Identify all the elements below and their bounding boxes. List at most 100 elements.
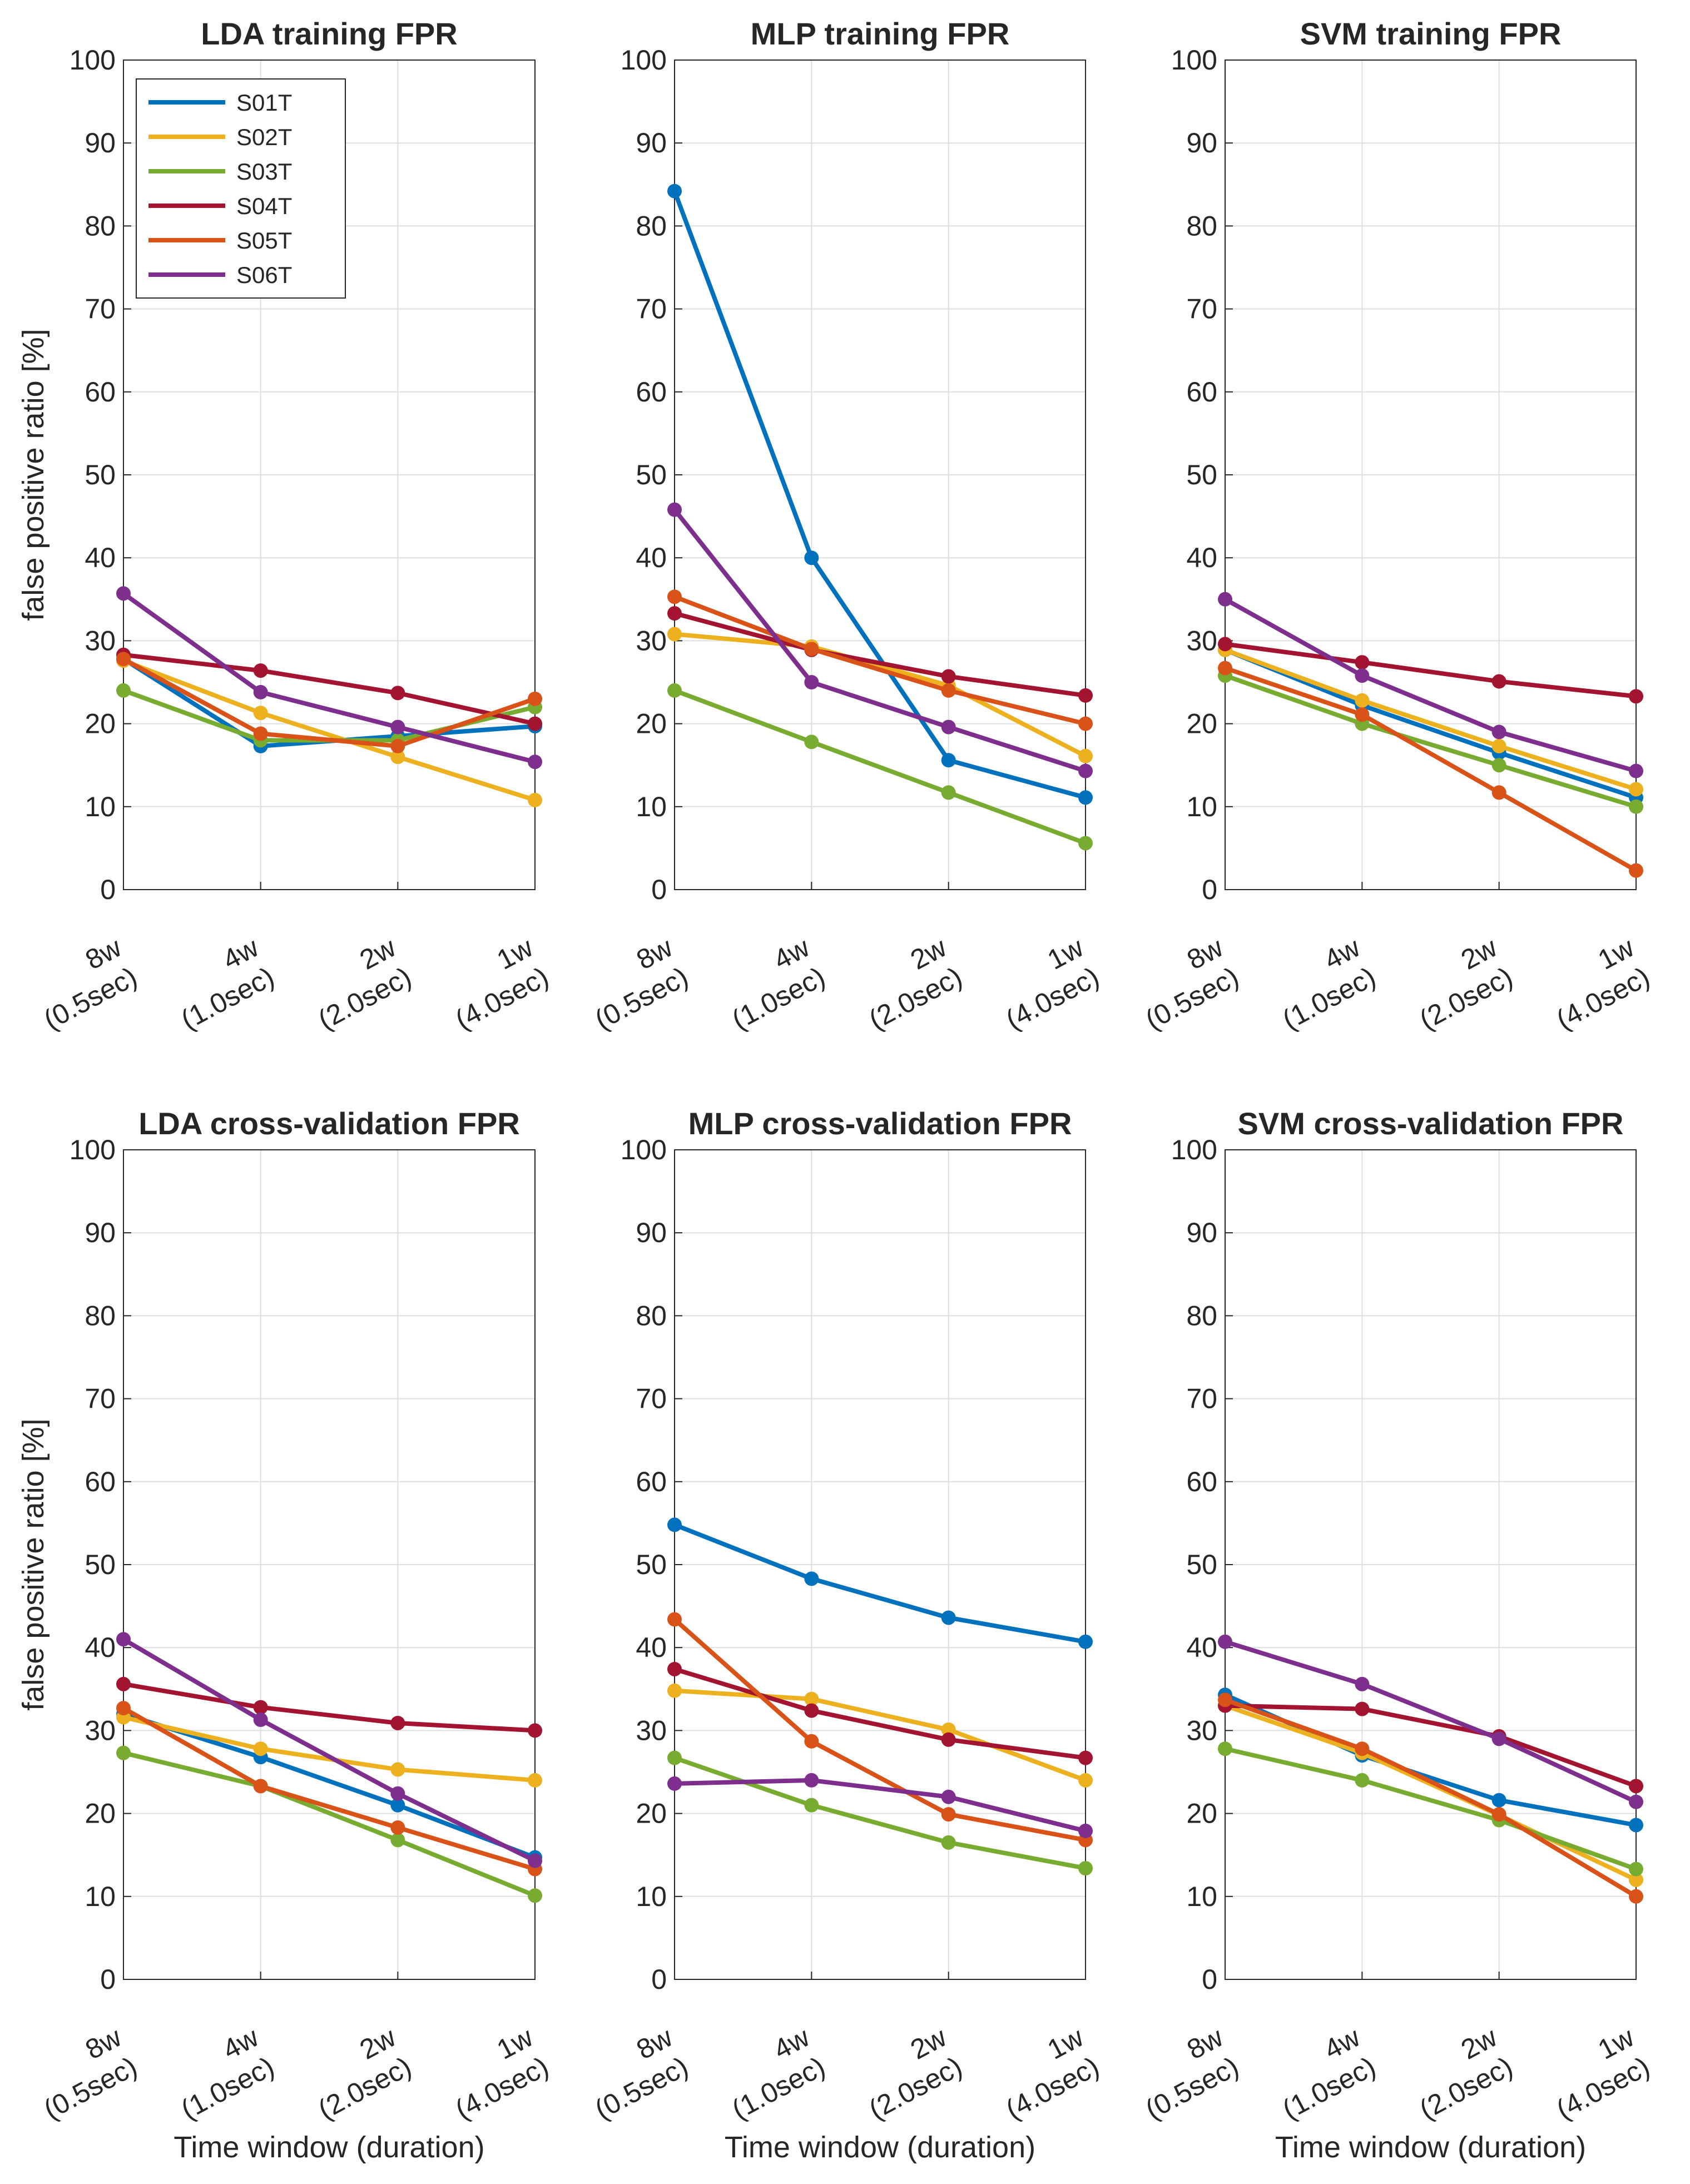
data-point-s05t [1629,1889,1643,1904]
series-line-s03t [1224,673,1637,809]
data-point-s02t [528,792,542,807]
y-tick-label: 50 [1186,1549,1217,1580]
y-tick-label: 40 [85,542,116,573]
y-tick-label: 50 [85,1549,116,1580]
data-point-s06t [528,755,542,770]
y-tick-label: 20 [85,1798,116,1829]
data-point-s06t [1629,763,1643,778]
series-line-s01t [1224,648,1637,800]
data-point-s01t [1078,1634,1093,1649]
data-point-s02t [253,706,268,721]
legend-label-s06t: S06T [236,262,292,288]
data-point-s02t [804,1691,819,1706]
series-line-s01t [672,190,1087,800]
data-point-s04t [390,686,405,701]
axes-box [123,59,536,890]
series-line-s03t [123,1750,536,1898]
chart-lda-cross-validation-fpr: 01020304050607080901008w(0.5sec)4w(1.0se… [17,1106,553,2164]
y-tick-label: 50 [1186,459,1217,490]
data-point-s02t [390,1762,405,1777]
y-tick-label: 0 [100,874,116,905]
series-line-s06t [672,508,1087,773]
data-point-s02t [1629,782,1643,797]
chart-mlp-training-fpr: 01020304050607080901008w(0.5sec)4w(1.0se… [590,16,1104,1035]
data-point-s03t [1629,799,1643,814]
series-line-s02t [674,1688,1087,1783]
y-axis-label: false positive ratio [%] [17,329,50,621]
data-point-s04t [1629,1779,1643,1794]
data-point-s01t [941,753,956,768]
data-point-s06t [1355,1676,1370,1691]
y-tick-label: 0 [651,874,667,905]
y-tick-label: 10 [85,791,116,822]
y-tick-label: 40 [1186,1632,1217,1663]
y-tick-label: 40 [1186,542,1217,573]
series-line-s06t [1224,597,1637,773]
legend-label-s03t: S03T [236,158,292,185]
y-tick-label: 70 [1186,294,1217,325]
data-point-s04t [941,1732,956,1747]
series-line-s02t [674,632,1087,758]
legend-label-s02t: S02T [236,124,292,150]
y-tick-label: 20 [636,1798,667,1829]
data-point-s02t [1629,1872,1643,1887]
data-point-s05t [667,589,682,604]
data-point-s05t [941,683,956,698]
data-point-s05t [253,1779,268,1794]
y-tick-label: 20 [1186,708,1217,739]
data-point-s05t [390,1820,405,1835]
y-tick-label: 100 [621,44,667,76]
data-point-s03t [667,1750,682,1765]
y-tick-label: 30 [1186,625,1217,656]
data-point-s04t [1491,674,1506,689]
y-tick-label: 100 [70,1134,116,1165]
y-tick-label: 80 [636,1300,667,1331]
data-point-s06t [1491,1731,1506,1746]
data-point-s04t [528,1723,542,1738]
y-tick-label: 60 [85,376,116,408]
y-tick-label: 80 [85,210,116,241]
legend-label-s01t: S01T [236,90,292,116]
series-line-s05t [673,1617,1086,1843]
data-point-s06t [1078,1823,1093,1838]
data-point-s04t [1078,688,1093,703]
data-point-s03t [941,785,956,800]
data-point-s06t [1355,668,1370,683]
y-tick-label: 60 [1186,1466,1217,1497]
data-point-s05t [1629,863,1643,878]
data-point-s05t [116,652,131,667]
data-point-s06t [1078,763,1093,778]
data-point-s06t [390,1786,405,1801]
data-point-s05t [1491,785,1506,800]
y-tick-label: 70 [1186,1383,1217,1414]
data-point-s06t [804,1773,819,1788]
series-line-s05t [1224,666,1637,873]
series-line-s06t [1224,1639,1637,1804]
axes-box [674,1149,1086,1980]
y-tick-label: 90 [1186,127,1217,158]
data-point-s03t [1078,1861,1093,1876]
series-line-s05t [122,1706,536,1872]
chart-svm-cross-validation-fpr: 01020304050607080901008w(0.5sec)4w(1.0se… [1141,1106,1655,2164]
data-point-s06t [390,719,405,734]
data-point-s03t [804,1798,819,1813]
data-point-s01t [1491,1793,1506,1808]
data-point-s04t [253,1700,268,1715]
y-tick-label: 0 [651,1964,667,1995]
y-tick-label: 70 [636,1383,667,1414]
data-point-s02t [667,1683,682,1698]
data-point-s06t [1491,724,1506,739]
data-point-s05t [1078,716,1093,731]
y-tick-label: 100 [621,1134,667,1165]
data-point-s03t [941,1835,956,1850]
data-point-s06t [1218,592,1232,607]
y-tick-label: 80 [1186,1300,1217,1331]
data-point-s06t [804,675,819,689]
y-tick-label: 0 [1202,874,1217,905]
chart-title: LDA cross-validation FPR [138,1106,520,1141]
data-point-s02t [253,1741,268,1756]
data-point-s01t [804,1571,819,1586]
data-point-s02t [1491,738,1506,753]
y-tick-label: 90 [636,1217,667,1248]
data-point-s05t [253,726,268,741]
